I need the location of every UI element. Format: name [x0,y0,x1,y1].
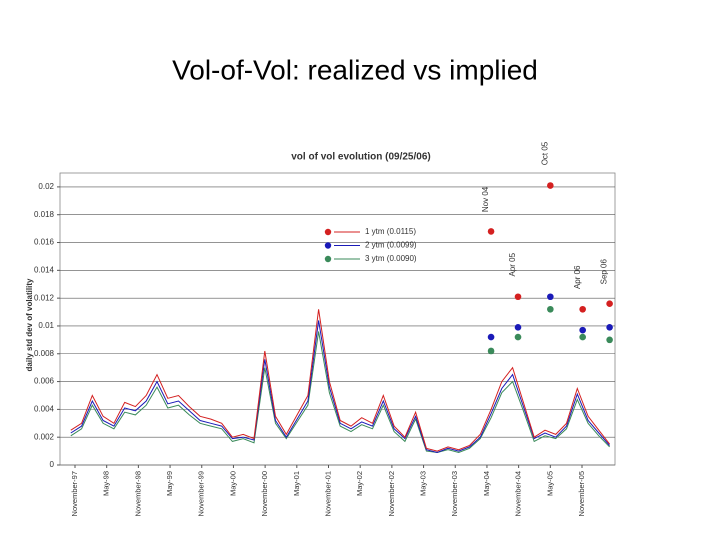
chart-title: vol of vol evolution (09/25/06) [291,152,430,163]
y-tick-label: 0.018 [34,210,55,219]
implied-dot [487,228,495,235]
y-tick-label: 0.006 [34,377,55,386]
x-tick-label: November-03 [450,471,459,516]
y-tick-label: 0.012 [34,293,55,302]
plot-area [59,172,616,466]
implied-dot [579,305,586,313]
realized-line [70,320,610,454]
implied-dot [514,293,522,301]
realized-line [70,309,610,452]
implied-date-label: Apr 06 [573,265,582,289]
x-tick-label: November-05 [577,471,586,516]
legend-label: 2 ytm (0.0099) [365,241,417,250]
legend-dot [324,228,332,236]
x-tick-label: November-04 [514,471,523,516]
implied-dot [606,300,613,308]
x-tick-label: May-99 [165,471,174,496]
implied-date-label: Apr 05 [508,252,517,276]
y-tick-label: 0.01 [38,321,54,330]
y-tick-label: 0.004 [34,404,55,413]
legend-dot [324,255,332,263]
x-tick-label: November-01 [323,471,332,516]
implied-dot [514,324,522,331]
x-tick-label: November-97 [70,471,79,516]
x-tick-label: May-00 [228,471,237,496]
y-tick-label: 0.008 [34,349,55,358]
legend-label: 3 ytm (0.0090) [365,254,417,263]
x-tick-label: May-01 [292,471,301,496]
y-tick-label: 0.002 [34,432,55,441]
legend-dot [324,242,332,249]
slide-title: Vol-of-Vol: realized vs implied [172,54,538,85]
implied-dot [547,305,554,313]
implied-dot [606,324,613,331]
realized-line [70,331,610,454]
implied-dot [487,333,495,341]
y-tick-label: 0.014 [34,265,55,274]
x-tick-label: May-04 [482,471,491,496]
implied-dot [487,347,495,355]
implied-dot [579,333,586,341]
implied-dot [606,336,613,344]
y-tick-label: 0.016 [34,238,55,247]
implied-dot [579,326,586,334]
x-tick-label: November-99 [197,471,206,516]
implied-date-label: Oct 05 [540,141,549,165]
x-tick-label: November-02 [387,471,396,516]
implied-date-label: Sep 06 [600,258,609,284]
implied-dot [547,293,554,301]
implied-date-label: Nov 04 [481,186,490,212]
x-tick-label: May-03 [419,471,428,496]
implied-dot [547,182,554,189]
x-tick-label: November-00 [260,471,269,516]
x-tick-label: May-05 [545,471,554,496]
y-axis-label: daily std dev of volatility [25,278,34,371]
implied-dot [514,333,522,341]
x-tick-label: May-98 [102,471,111,496]
y-tick-label: 0.02 [38,182,54,191]
y-tick-label: 0 [50,460,55,469]
x-tick-label: May-02 [355,471,364,496]
legend-label: 1 ytm (0.0115) [365,227,416,236]
x-tick-label: November-98 [133,471,142,516]
